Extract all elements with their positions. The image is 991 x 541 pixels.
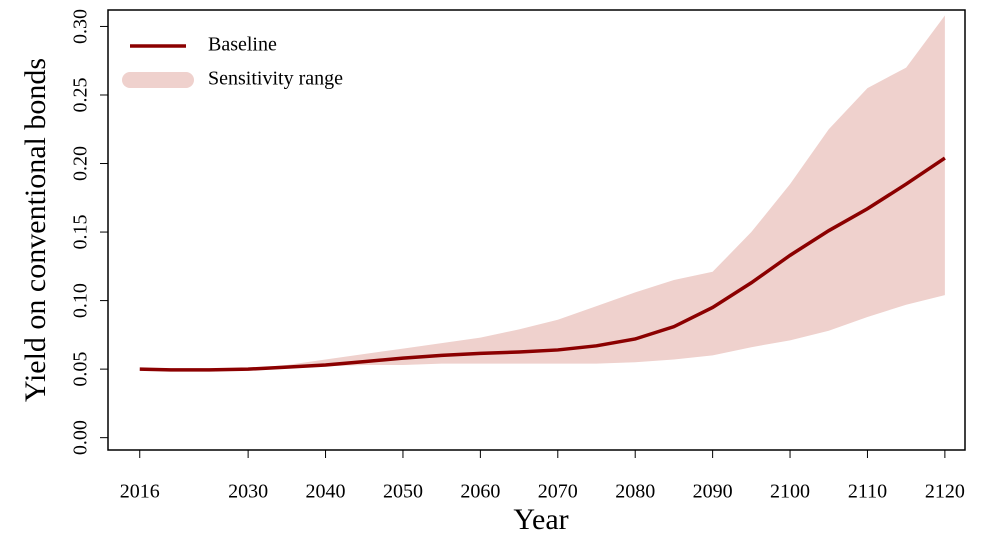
y-tick-label: 0.05 [70, 352, 92, 387]
x-tick-label: 2110 [848, 481, 887, 503]
y-tick-label: 0.00 [70, 420, 92, 455]
legend-label: Baseline [208, 34, 277, 56]
y-tick-label: 0.30 [70, 9, 92, 44]
x-tick-label: 2050 [383, 481, 423, 503]
y-tick-label: 0.15 [70, 215, 92, 250]
x-tick-label: 2016 [120, 481, 160, 503]
x-tick-label: 2070 [538, 481, 578, 503]
y-tick-label: 0.10 [70, 283, 92, 318]
x-tick-label: 2080 [615, 481, 655, 503]
x-axis-label: Year [513, 503, 568, 536]
legend-label: Sensitivity range [208, 68, 343, 90]
y-tick-label: 0.25 [70, 77, 92, 112]
sensitivity-band [139, 15, 945, 370]
baseline-line [139, 156, 946, 372]
y-tick-label: 0.20 [70, 146, 92, 181]
y-axis-label: Yield on conventional bonds [19, 58, 52, 402]
x-tick-label: 2030 [228, 481, 268, 503]
x-tick-label: 2120 [925, 481, 965, 503]
x-tick-label: 2040 [306, 481, 346, 503]
x-tick-label: 2100 [770, 481, 810, 503]
x-tick-label: 2090 [693, 481, 733, 503]
x-tick-label: 2060 [460, 481, 500, 503]
plot-frame [107, 9, 966, 451]
